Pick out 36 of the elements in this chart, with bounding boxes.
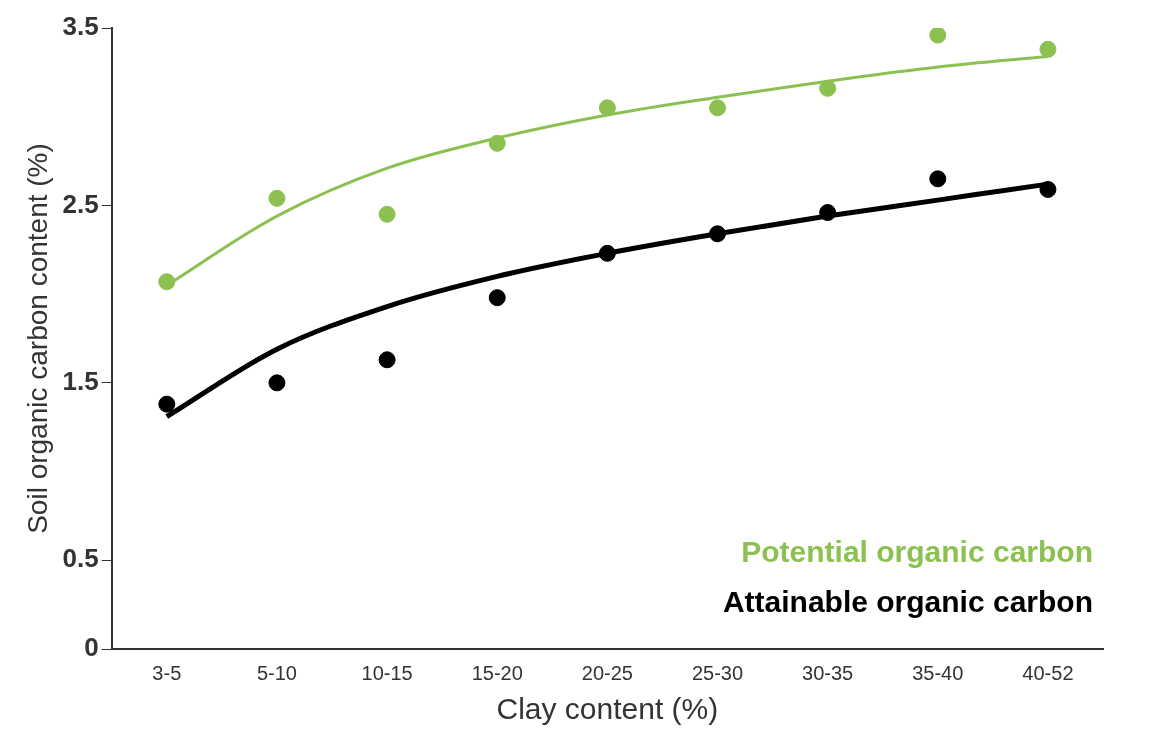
- point: [158, 395, 176, 413]
- x-tick-label: 10-15: [361, 661, 413, 684]
- y-tick-label: 3.5: [62, 11, 99, 42]
- point: [929, 28, 947, 44]
- point: [488, 134, 506, 152]
- text: Attainable organic carbon: [722, 585, 1093, 619]
- x-tick-label: 30-35: [802, 661, 854, 684]
- x-tick-label: 5-10: [256, 661, 297, 684]
- point: [929, 170, 947, 188]
- point: [1039, 40, 1057, 58]
- y-tick-label: 0: [84, 632, 99, 663]
- point: [598, 244, 616, 262]
- text: Potential organic carbon: [741, 535, 1093, 569]
- point: [819, 204, 837, 222]
- y-axis-title: Soil organic carbon content (%): [21, 143, 53, 534]
- x-tick-label: 15-20: [471, 661, 523, 684]
- point: [598, 99, 616, 117]
- y-tick-label: 2.5: [62, 188, 99, 219]
- y-tick-label: 1.5: [62, 366, 99, 397]
- x-tick-label: 20-25: [581, 661, 633, 684]
- x-tick-label: 35-40: [912, 661, 964, 684]
- point: [709, 225, 727, 243]
- x-axis-title: Clay content (%): [496, 692, 719, 726]
- point: [158, 273, 176, 291]
- point: [488, 289, 506, 307]
- x-tick-label: 25-30: [691, 661, 744, 684]
- point: [378, 205, 396, 223]
- point: [268, 374, 286, 392]
- point: [268, 189, 286, 207]
- x-tick-label: 3-5: [152, 661, 182, 684]
- x-tick-label: 40-52: [1022, 661, 1074, 684]
- point: [819, 79, 837, 97]
- point: [1039, 180, 1057, 198]
- point: [378, 351, 396, 369]
- y-tick-label: 0.5: [62, 543, 99, 574]
- point: [709, 99, 727, 117]
